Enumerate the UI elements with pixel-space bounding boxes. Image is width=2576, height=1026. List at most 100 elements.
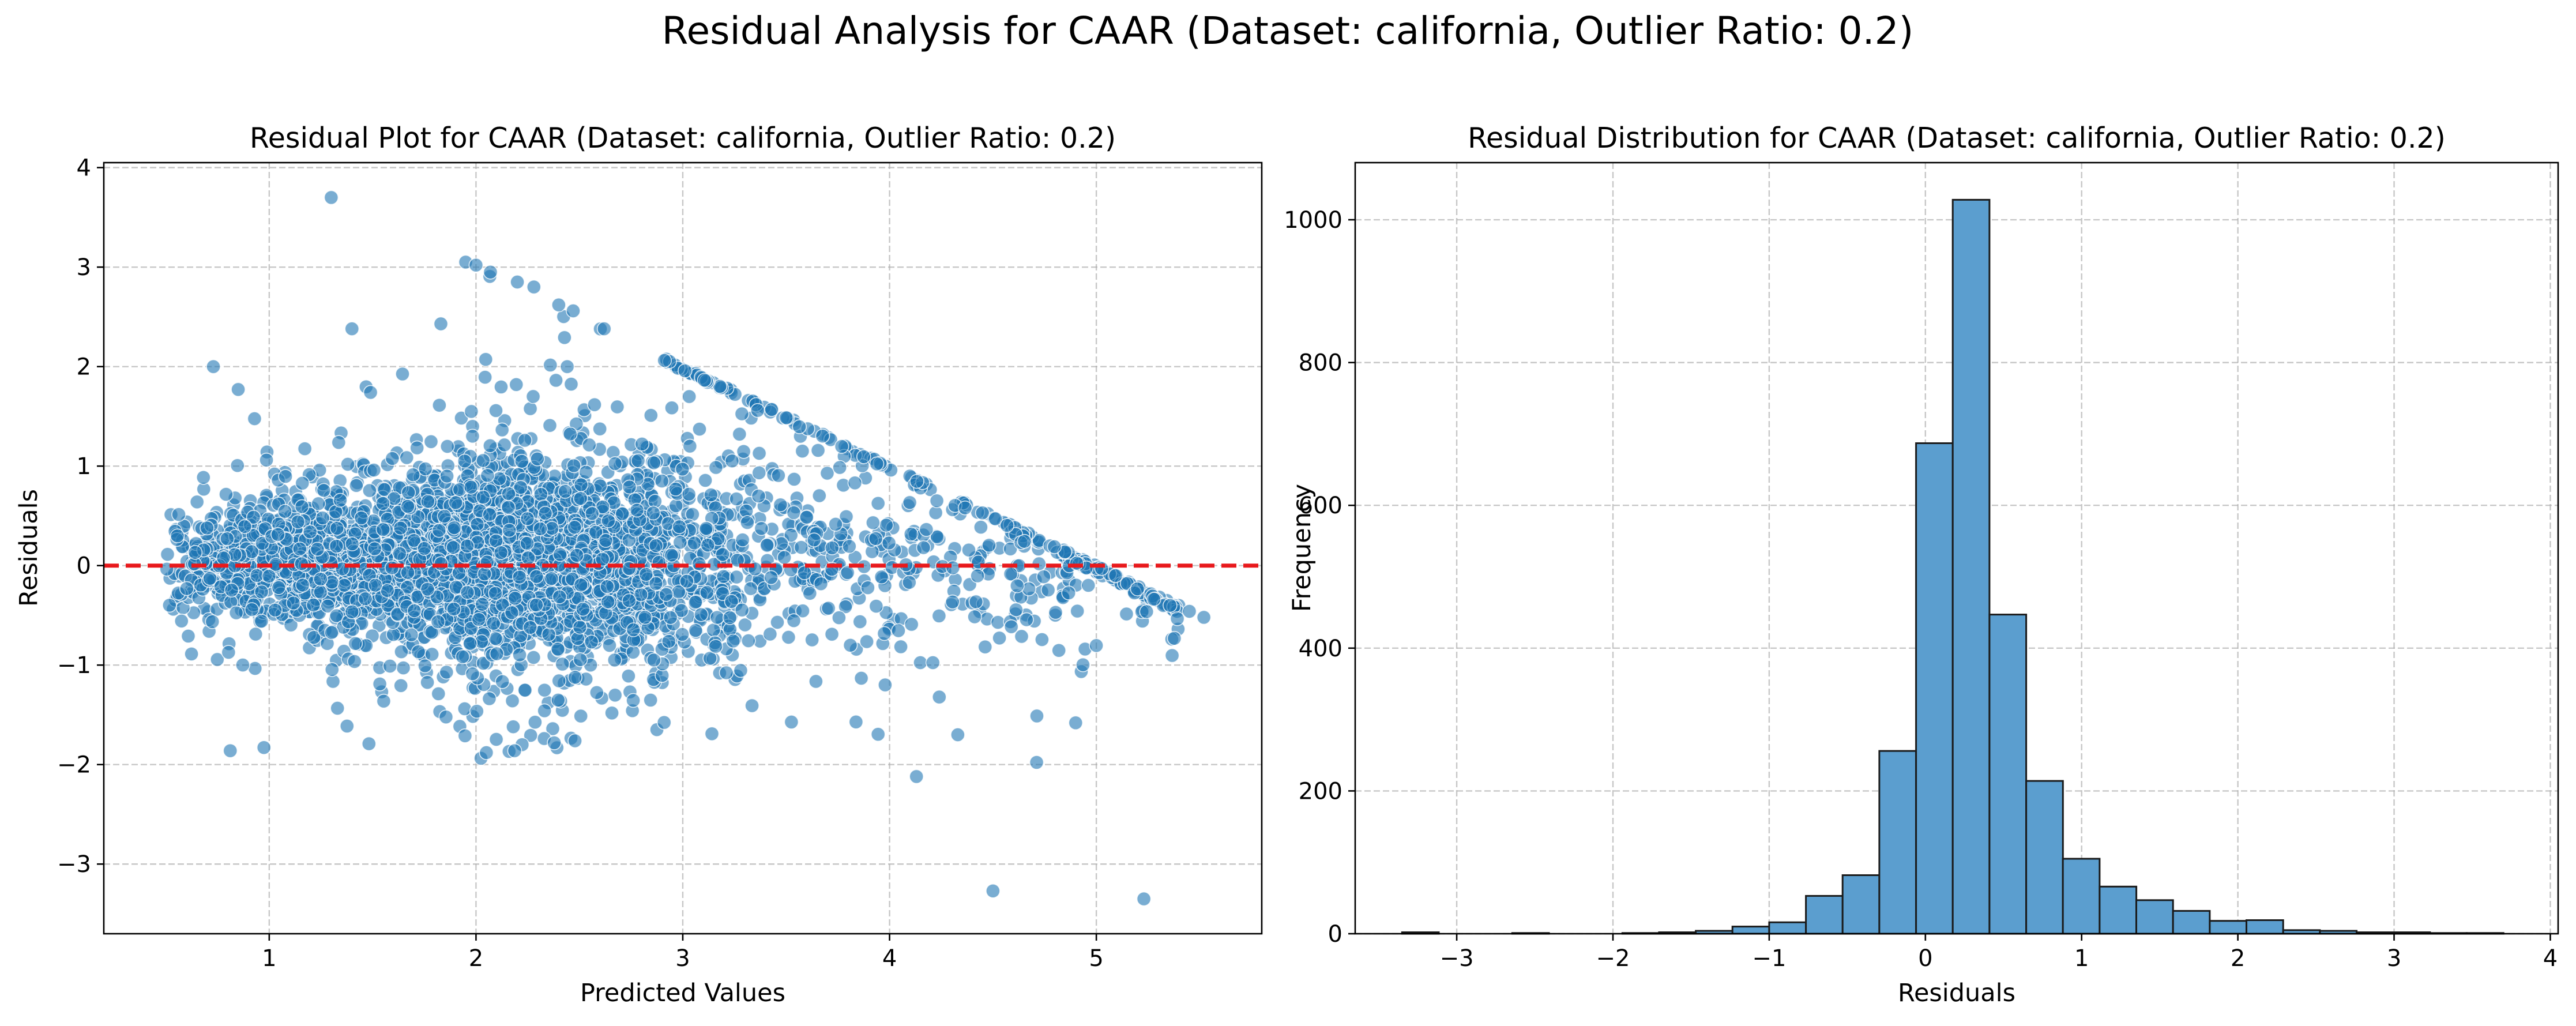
scatter-point — [754, 521, 769, 536]
scatter-point — [589, 685, 604, 700]
scatter-point — [562, 426, 578, 442]
scatter-point — [489, 646, 505, 662]
scatter-point — [777, 550, 792, 565]
scatter-point — [329, 608, 344, 623]
scatter-point — [432, 397, 447, 413]
scatter-point — [644, 408, 659, 423]
scatter-point — [771, 468, 786, 483]
scatter-point — [869, 456, 885, 472]
scatter-point — [828, 517, 843, 532]
scatter-point — [986, 884, 1001, 899]
scatter-point — [354, 510, 369, 525]
scatter-point — [762, 626, 778, 642]
scatter-point — [581, 437, 597, 453]
scatter-point — [311, 496, 326, 512]
scatter-point — [697, 373, 712, 388]
scatter-point — [277, 503, 292, 519]
scatter-point — [400, 565, 415, 580]
scatter-point — [813, 576, 829, 592]
scatter-point — [722, 610, 738, 625]
scatter-point — [430, 614, 446, 629]
scatter-point — [446, 520, 462, 535]
scatter-point — [270, 527, 285, 542]
scatter-point — [1119, 606, 1134, 622]
scatter-point — [729, 491, 744, 506]
scatter-point — [329, 539, 344, 554]
scatter-point — [446, 540, 461, 555]
scatter-point — [367, 541, 382, 557]
scatter-point — [478, 352, 494, 367]
scatter-point — [700, 585, 714, 600]
scatter-point — [904, 617, 919, 632]
histogram-bars — [1401, 198, 2504, 935]
scatter-point — [348, 636, 363, 651]
scatter-point — [393, 520, 408, 536]
scatter-point — [602, 638, 617, 653]
scatter-point — [1051, 643, 1066, 658]
scatter-point — [902, 495, 917, 510]
scatter-point — [418, 461, 433, 476]
scatter-point — [471, 612, 487, 627]
scatter-point — [433, 316, 449, 332]
histogram-xtick-label: 0 — [1918, 945, 1932, 972]
scatter-point — [1035, 632, 1050, 647]
scatter-point — [566, 303, 581, 318]
scatter-point — [302, 524, 318, 540]
scatter-point — [893, 639, 908, 655]
scatter-point — [344, 536, 360, 551]
scatter-point — [626, 622, 641, 637]
scatter-point — [1089, 638, 1104, 653]
scatter-point — [457, 728, 473, 743]
scatter-point — [990, 615, 1006, 630]
scatter-point — [783, 528, 799, 543]
scatter-point — [810, 443, 826, 458]
scatter-point — [834, 439, 849, 454]
scatter-point — [543, 358, 558, 373]
scatter-point — [477, 566, 492, 582]
scatter-point — [992, 630, 1007, 646]
histogram-bar — [2025, 780, 2064, 935]
scatter-point — [759, 538, 774, 553]
scatter-point — [200, 520, 215, 536]
scatter-point — [668, 482, 683, 497]
scatter-point — [981, 538, 996, 553]
scatter-point — [557, 330, 572, 345]
scatter-point — [375, 496, 390, 511]
scatter-point — [675, 461, 690, 477]
scatter-point — [626, 645, 641, 660]
scatter-point — [417, 541, 432, 556]
scatter-point — [795, 444, 810, 459]
scatter-point — [405, 467, 421, 483]
scatter-point — [878, 677, 893, 693]
scatter-point — [1009, 602, 1024, 618]
scatter-point — [595, 551, 610, 567]
scatter-xtick-label: 5 — [1089, 945, 1103, 972]
scatter-point — [744, 698, 759, 713]
scatter-point — [808, 674, 823, 689]
scatter-point — [968, 594, 984, 610]
scatter-point — [330, 701, 345, 716]
scatter-ytick-label: 3 — [77, 254, 91, 281]
scatter-point — [1029, 755, 1044, 770]
scatter-point — [672, 535, 688, 550]
scatter-point — [1136, 891, 1152, 907]
scatter-point — [460, 538, 475, 554]
scatter-point — [622, 593, 637, 608]
scatter-point — [244, 602, 260, 617]
scatter-point — [1040, 582, 1056, 597]
scatter-point — [1068, 715, 1084, 731]
scatter-point — [688, 595, 703, 610]
scatter-point — [916, 540, 931, 555]
scatter-point — [448, 495, 464, 510]
scatter-point — [1047, 539, 1062, 554]
scatter-point — [734, 406, 750, 422]
scatter-point — [306, 630, 322, 645]
scatter-axis-ticks: 1 2 3 4 5 −3 −2 −1 0 1 2 3 4 — [57, 155, 1104, 972]
scatter-point — [480, 468, 495, 483]
scatter-point — [259, 452, 274, 468]
scatter-point — [646, 455, 661, 471]
scatter-point — [382, 659, 398, 674]
scatter-point — [870, 727, 886, 742]
scatter-point — [584, 634, 599, 649]
scatter-point — [573, 652, 588, 667]
